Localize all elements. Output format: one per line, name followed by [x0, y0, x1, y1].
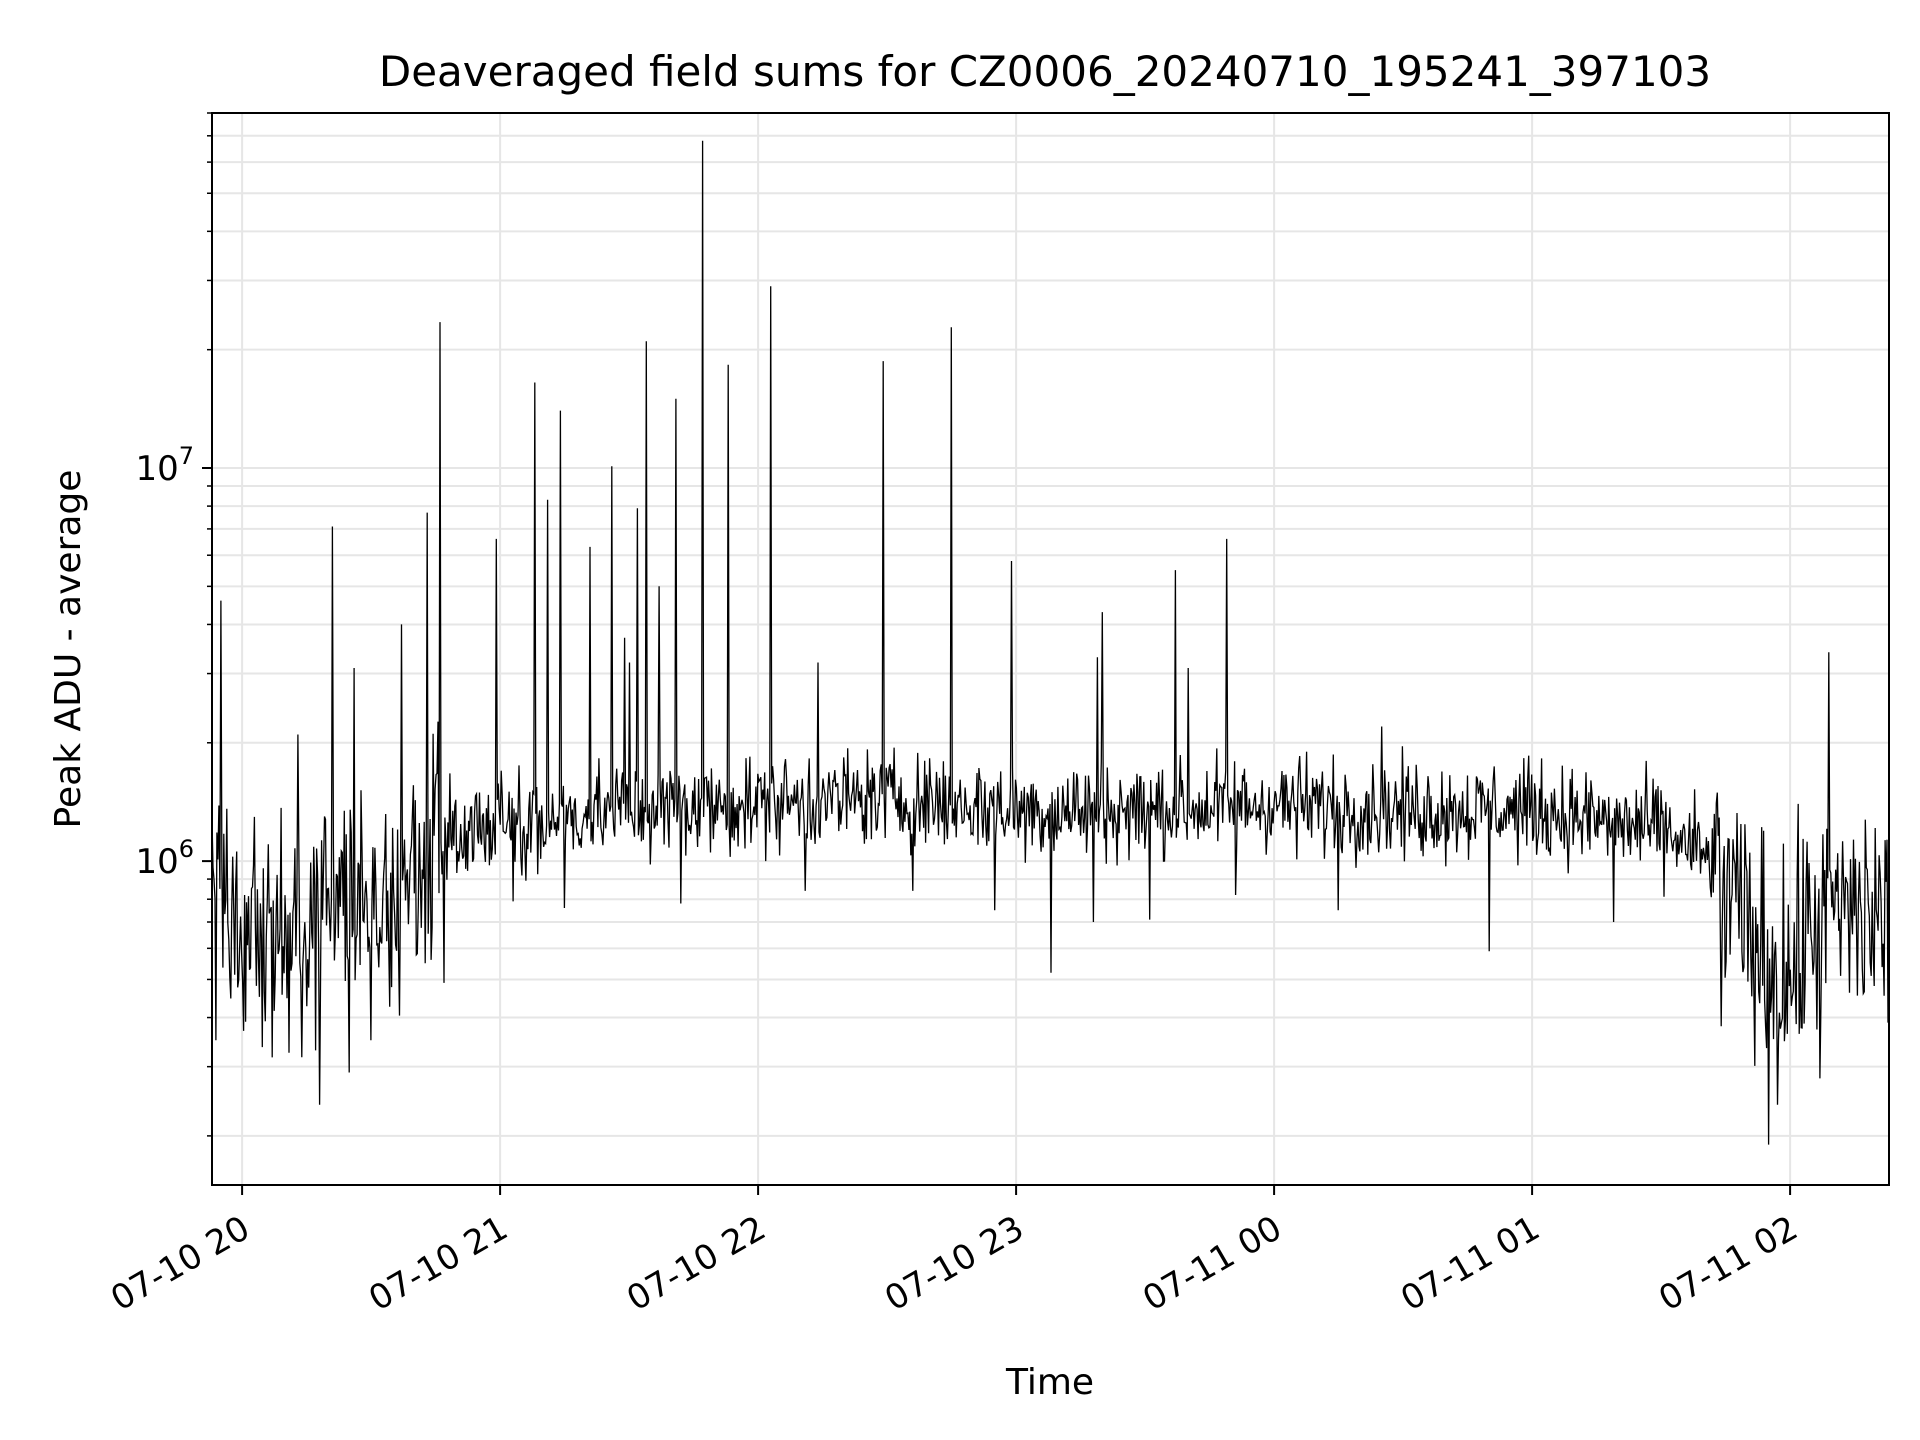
y-tick-label: 107 [135, 442, 194, 489]
x-axis-label: Time [1005, 1362, 1094, 1403]
chart-title: Deaveraged field sums for CZ0006_2024071… [379, 47, 1711, 96]
plot-area-frame [211, 112, 1890, 1186]
y-axis-label: Peak ADU - average [48, 470, 89, 829]
series-line [211, 140, 1890, 1145]
y-tick-label: 106 [135, 835, 194, 882]
series-trace [211, 140, 1890, 1145]
